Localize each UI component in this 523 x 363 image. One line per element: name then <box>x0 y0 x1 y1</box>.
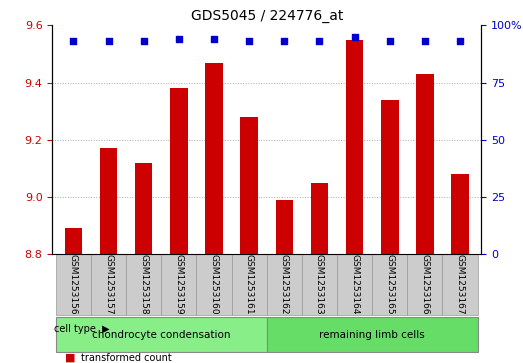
FancyBboxPatch shape <box>442 254 477 315</box>
Text: GSM1253158: GSM1253158 <box>139 254 148 315</box>
FancyBboxPatch shape <box>56 254 91 315</box>
Point <box>280 38 289 44</box>
FancyBboxPatch shape <box>232 254 267 315</box>
Text: GSM1253157: GSM1253157 <box>104 254 113 315</box>
Text: chondrocyte condensation: chondrocyte condensation <box>92 330 231 340</box>
Point <box>105 38 113 44</box>
FancyBboxPatch shape <box>337 254 372 315</box>
Bar <box>381 100 399 254</box>
Text: transformed count: transformed count <box>81 352 172 363</box>
FancyBboxPatch shape <box>126 254 161 315</box>
Bar <box>276 200 293 254</box>
Text: GSM1253165: GSM1253165 <box>385 254 394 315</box>
Text: GSM1253163: GSM1253163 <box>315 254 324 315</box>
Point <box>420 38 429 44</box>
FancyBboxPatch shape <box>302 254 337 315</box>
Bar <box>241 117 258 254</box>
Bar <box>416 74 434 254</box>
FancyBboxPatch shape <box>407 254 442 315</box>
FancyBboxPatch shape <box>372 254 407 315</box>
Bar <box>346 40 363 254</box>
Bar <box>451 174 469 254</box>
Text: cell type  ▶: cell type ▶ <box>54 324 110 334</box>
FancyBboxPatch shape <box>267 317 477 352</box>
Text: GSM1253162: GSM1253162 <box>280 254 289 315</box>
Bar <box>135 163 153 254</box>
Title: GDS5045 / 224776_at: GDS5045 / 224776_at <box>190 9 343 23</box>
Text: remaining limb cells: remaining limb cells <box>320 330 425 340</box>
Text: GSM1253161: GSM1253161 <box>245 254 254 315</box>
Text: GSM1253164: GSM1253164 <box>350 254 359 315</box>
FancyBboxPatch shape <box>56 317 267 352</box>
Bar <box>170 88 188 254</box>
Text: ■: ■ <box>65 352 76 363</box>
Bar <box>100 148 117 254</box>
Point <box>456 38 464 44</box>
Bar <box>65 228 82 254</box>
FancyBboxPatch shape <box>91 254 126 315</box>
FancyBboxPatch shape <box>197 254 232 315</box>
Point <box>69 38 77 44</box>
Bar <box>311 183 328 254</box>
Bar <box>205 62 223 254</box>
Point <box>350 34 359 40</box>
Point <box>210 36 218 42</box>
FancyBboxPatch shape <box>161 254 197 315</box>
Point <box>385 38 394 44</box>
Text: GSM1253156: GSM1253156 <box>69 254 78 315</box>
Text: GSM1253166: GSM1253166 <box>420 254 429 315</box>
Point <box>315 38 324 44</box>
FancyBboxPatch shape <box>267 254 302 315</box>
Point <box>175 36 183 42</box>
Text: GSM1253159: GSM1253159 <box>174 254 184 315</box>
Point <box>140 38 148 44</box>
Text: GSM1253167: GSM1253167 <box>456 254 464 315</box>
Point <box>245 38 253 44</box>
Text: GSM1253160: GSM1253160 <box>210 254 219 315</box>
